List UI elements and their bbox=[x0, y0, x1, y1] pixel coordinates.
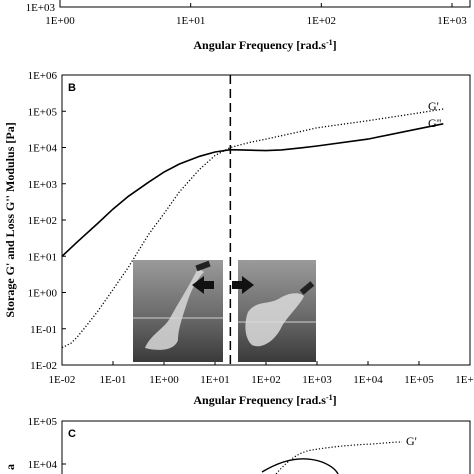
panel-b-x-tick-label: 1E+01 bbox=[200, 374, 229, 386]
legend-g-double-prime-b: G" bbox=[428, 116, 442, 130]
panel-b-x-tick-label: 1E-02 bbox=[49, 374, 76, 386]
panel-b-y-ticks: 1E-02 1E-01 1E+00 1E+01 1E+02 1E+03 1E+04 1E+05… bbox=[28, 70, 66, 372]
series-g-prime-line bbox=[61, 108, 444, 349]
panel-a-y-ticks: 1E+03 bbox=[26, 2, 56, 14]
panel-b-x-axis-label: Angular Frequency [rad.s-1] bbox=[193, 393, 336, 407]
legend-g-prime-b: G' bbox=[428, 99, 439, 113]
panel-b-x-tick-label: 1E+04 bbox=[353, 374, 383, 386]
legend-g-prime-c: G' bbox=[406, 434, 417, 448]
panel-b-y-tick-label: 1E+06 bbox=[28, 70, 58, 82]
panel-b-y-tick-label: 1E+05 bbox=[28, 106, 58, 118]
panel-a-y-tick-label: 1E+03 bbox=[26, 2, 56, 14]
photo-after-crossover bbox=[238, 260, 316, 362]
panel-b-y-tick-label: 1E+04 bbox=[28, 143, 58, 155]
panel-b-x-tick-label: 1E+06 bbox=[455, 374, 474, 386]
panel-b-y-tick-label: 1E+02 bbox=[28, 215, 57, 227]
panel-a-x-tick-label: 1E+00 bbox=[45, 15, 75, 27]
panel-b-y-tick-label: 1E+03 bbox=[28, 179, 58, 191]
panel-a-x-axis-label: Angular Frequency [rad.s-1] bbox=[193, 38, 336, 52]
double-arrow bbox=[192, 276, 254, 294]
panel-b-plot-area bbox=[61, 108, 444, 349]
panel-b: B 1E-02 1E-01 1E+00 1E+01 1E+02 1E+03 1E+04 1E+… bbox=[3, 70, 474, 407]
panel-c-y-tick-label: 1E+05 bbox=[28, 416, 58, 428]
panel-b-y-tick-label: 1E-02 bbox=[30, 360, 57, 372]
panel-b-x-tick-label: 1E+05 bbox=[404, 374, 434, 386]
panel-c: C 1E+05 1E+04 a G' bbox=[3, 416, 471, 474]
panel-b-x-tick-label: 1E-01 bbox=[100, 374, 127, 386]
panel-c-frame bbox=[61, 420, 471, 474]
panel-c-storage-curve bbox=[275, 441, 403, 474]
panel-b-y-tick-label: 1E-01 bbox=[30, 324, 57, 336]
panel-a-frame bbox=[59, 0, 471, 8]
panel-a: 1E+00 1E+01 1E+02 1E+03 1E+03 Angular Frequ… bbox=[26, 0, 471, 52]
panel-b-y-tick-label: 1E+00 bbox=[28, 288, 58, 300]
panel-b-x-tick-label: 1E+00 bbox=[149, 374, 179, 386]
panel-b-y-tick-label: 1E+01 bbox=[28, 251, 57, 263]
panel-c-loss-curve bbox=[261, 458, 339, 474]
photo-before-crossover bbox=[133, 260, 223, 362]
panel-c-y-axis-label-fragment: a bbox=[3, 464, 17, 470]
panel-c-y-ticks: 1E+05 1E+04 bbox=[28, 416, 66, 471]
panel-c-y-tick-label: 1E+04 bbox=[28, 459, 58, 471]
panel-b-letter: B bbox=[68, 82, 76, 94]
panel-a-x-tick-label: 1E+02 bbox=[307, 15, 336, 27]
panel-a-x-tick-label: 1E+03 bbox=[437, 15, 467, 27]
series-g-double-prime-line bbox=[61, 123, 444, 257]
panel-c-letter: C bbox=[68, 428, 76, 440]
panel-b-x-tick-label: 1E+02 bbox=[251, 374, 280, 386]
panel-b-x-tick-label: 1E+03 bbox=[302, 374, 332, 386]
panel-b-y-axis-label: Storage G' and Loss G'' Modulus [Pa] bbox=[3, 122, 17, 317]
panel-a-x-tick-label: 1E+01 bbox=[176, 15, 205, 27]
panel-a-x-ticks: 1E+00 1E+01 1E+02 1E+03 bbox=[45, 3, 467, 27]
panel-b-x-ticks: 1E-02 1E-01 1E+00 1E+01 1E+02 1E+03 1E+04 1E+05… bbox=[49, 361, 474, 386]
